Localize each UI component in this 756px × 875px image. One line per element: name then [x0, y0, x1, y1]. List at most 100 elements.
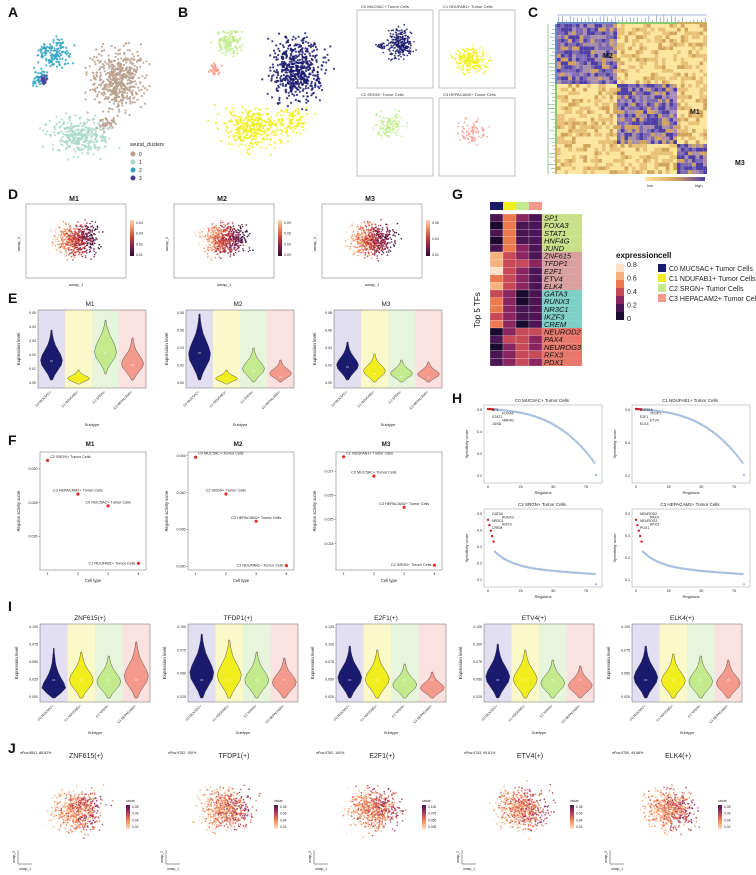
cluster-0-point: [124, 42, 127, 45]
cluster-0-point: [116, 83, 119, 86]
cluster-0-point: [113, 65, 116, 68]
cluster-0-point: [142, 61, 145, 64]
c2-point: [387, 135, 390, 138]
heatmap-cell: [635, 151, 640, 156]
c1-point: [263, 138, 266, 141]
cell-point: [91, 225, 94, 227]
cluster-2-point: [57, 61, 61, 64]
heatmap-cell: [654, 27, 659, 32]
heatmap-cell: [624, 136, 629, 141]
heatmap-cell: [684, 57, 689, 62]
c1-point: [455, 60, 458, 63]
c0-point: [400, 46, 402, 49]
heatmap-cell: [590, 102, 595, 107]
heatmap-cell: [665, 54, 670, 58]
heatmap-cell: [639, 132, 644, 137]
cluster-0-point: [91, 88, 94, 91]
heatmap-cell: [643, 46, 647, 51]
c0-point: [325, 61, 328, 64]
heatmap-cell: [684, 155, 689, 159]
c0-point: [277, 32, 281, 35]
c1-point: [477, 57, 480, 60]
module-colorbar: [555, 24, 557, 84]
cluster-2-point: [40, 67, 43, 70]
c0-point: [272, 66, 275, 69]
heatmap-cell: [647, 27, 651, 32]
c2-point: [397, 128, 400, 131]
heatmap-cell: [624, 50, 629, 54]
cluster-0-point: [135, 70, 138, 73]
cluster-0-point: [123, 74, 126, 77]
cluster-1-point: [52, 144, 55, 147]
heatmap-cell: [677, 144, 681, 148]
c1-point: [467, 64, 470, 66]
heatmap-cell: [677, 125, 681, 129]
c2-point: [219, 47, 222, 50]
cluster-0-point: [108, 74, 111, 78]
heatmap-cell: [680, 57, 685, 62]
heatmap-cell: [650, 140, 655, 144]
heatmap-cell: [568, 136, 572, 141]
heatmap-cell: [560, 110, 565, 114]
heatmap-cell: [617, 31, 621, 36]
heatmap-cell: [695, 162, 700, 167]
heatmap-cell: [572, 159, 576, 163]
heatmap-cell: [564, 159, 569, 163]
heatmap-cell: [583, 121, 587, 126]
c2-point: [377, 134, 380, 136]
heatmap-cell: [613, 27, 617, 32]
c2-point: [392, 130, 394, 132]
c0-point: [305, 98, 308, 101]
c0-point: [388, 57, 390, 60]
cluster-0-point: [128, 89, 131, 92]
heatmap-cell: [572, 91, 576, 96]
cluster-0-point: [118, 110, 121, 113]
heatmap-cell: [557, 155, 561, 159]
heatmap-cell: [684, 50, 689, 54]
heatmap-cell: [647, 151, 651, 156]
heatmap-cell: [594, 136, 599, 141]
heatmap-cell: [647, 76, 651, 81]
legend-swatch: [130, 151, 136, 157]
c1-point: [239, 138, 242, 142]
c0-point: [399, 50, 402, 53]
heatmap-cell: [703, 69, 707, 73]
c0-point: [294, 69, 297, 72]
cluster-0-point: [103, 97, 107, 101]
heatmap-cell: [564, 110, 569, 114]
c0-point: [291, 49, 294, 52]
heatmap-cell: [598, 50, 602, 54]
heatmap-cell: [643, 110, 647, 114]
heatmap-cell: [605, 54, 610, 58]
heatmap-cell: [647, 72, 651, 77]
heatmap-cell: [579, 114, 584, 118]
cluster-2-point: [59, 44, 62, 47]
c0-point: [309, 54, 312, 57]
c1-point: [250, 129, 253, 132]
heatmap-cell: [635, 65, 640, 69]
heatmap-cell: [598, 31, 602, 36]
heatmap-cell: [639, 91, 644, 96]
heatmap-cell: [665, 106, 670, 111]
heatmap-cell: [579, 144, 584, 148]
heatmap-cell: [680, 27, 685, 32]
heatmap-cell: [568, 35, 572, 39]
heatmap-cell: [654, 76, 659, 81]
heatmap-cell: [624, 35, 629, 39]
heatmap-cell: [703, 125, 707, 129]
c0-point: [296, 55, 299, 59]
heatmap-cell: [617, 147, 621, 152]
cluster-1-point: [77, 124, 80, 127]
heatmap-cell: [673, 144, 677, 148]
heatmap-cell: [684, 42, 689, 47]
c0-point: [412, 50, 415, 53]
c2-point: [385, 133, 388, 135]
heatmap-cell: [647, 84, 651, 88]
heatmap-cell: [688, 106, 692, 111]
cluster-0-point: [123, 96, 126, 99]
c1-point: [226, 131, 229, 134]
cluster-2-point: [58, 52, 62, 55]
heatmap-cell: [639, 80, 644, 84]
cluster-0-point: [93, 83, 96, 86]
c0-point: [281, 57, 284, 61]
